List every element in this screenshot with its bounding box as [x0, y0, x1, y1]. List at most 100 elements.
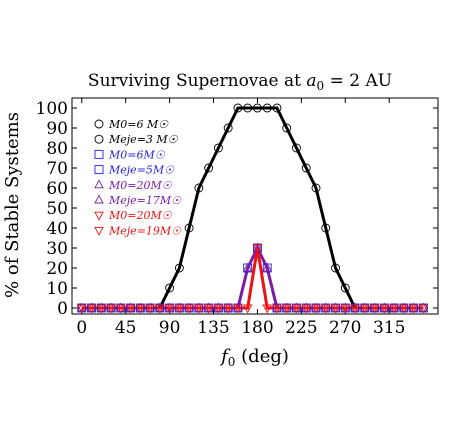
data-point [379, 304, 390, 314]
y-tick-label: 100 [36, 99, 68, 119]
data-point [379, 302, 390, 312]
data-point [106, 302, 116, 312]
data-point [301, 304, 311, 314]
data-point [418, 302, 429, 312]
y-tick-label: 90 [46, 119, 68, 139]
y-tick-label: 60 [46, 179, 68, 199]
legend-entry: Meje=17M☉ [108, 194, 182, 207]
data-point [203, 302, 214, 312]
data-point [272, 103, 282, 113]
title-var: a [306, 71, 316, 91]
data-point [213, 302, 224, 312]
data-point [399, 302, 409, 312]
data-point [155, 302, 165, 312]
data-point [223, 302, 233, 312]
data-point [116, 304, 126, 314]
x-tick-label: 45 [115, 318, 137, 338]
data-point [174, 263, 184, 273]
x-tick-label: 225 [285, 318, 317, 338]
data-point [174, 304, 185, 314]
x-tick-label: 0 [76, 318, 87, 338]
y-tick-label: 10 [46, 279, 68, 299]
data-point [184, 302, 194, 312]
data-point [369, 304, 380, 314]
data-point [135, 304, 146, 314]
legend-entry: M0=6 M☉ [108, 118, 169, 131]
data-point [408, 304, 419, 314]
y-tick-label: 0 [57, 299, 68, 319]
data-point [194, 304, 204, 314]
data-point [184, 223, 194, 233]
data-point [233, 302, 243, 312]
data-point [262, 103, 272, 113]
data-point [77, 304, 87, 314]
data-point [233, 103, 243, 113]
data-point [311, 183, 321, 193]
data-point [94, 179, 104, 189]
data-point [262, 262, 272, 272]
legend: M0=6 M☉ Meje=3 M☉ M0=6M☉ Meje=5M☉ M0=20M☉ Mej… [94, 118, 182, 237]
legend-entry: M0=20M☉ [108, 209, 173, 222]
data-point [272, 304, 282, 314]
data-point [213, 304, 224, 314]
title-suffix: = 2 AU [324, 71, 392, 91]
data-point [360, 302, 370, 312]
data-point [94, 211, 104, 221]
data-point [155, 304, 165, 314]
xlabel-sub: 0 [228, 355, 236, 369]
data-point [350, 302, 360, 312]
data-point [174, 302, 185, 312]
data-point [301, 163, 311, 173]
axis-ticks: 0 45 90 135 180 225 270 31501020304050607080901… [36, 98, 438, 338]
data-point [321, 223, 331, 233]
data-point [116, 302, 126, 312]
y-axis-label: % of Stable Systems [2, 112, 23, 298]
y-tick-label: 50 [46, 199, 68, 219]
x-tick-label: 90 [159, 318, 181, 338]
data-point [321, 304, 331, 314]
legend-entry: Meje=19M☉ [108, 224, 182, 237]
data-point [213, 143, 223, 153]
data-point [94, 194, 104, 204]
chart-title: Surviving Supernovae at a0 = 2 AU [88, 71, 392, 93]
data-point [311, 302, 321, 312]
data-point [340, 283, 350, 293]
data-point [252, 242, 263, 252]
x-tick-label: 180 [241, 318, 273, 338]
y-tick-label: 30 [46, 239, 68, 259]
data-point [164, 304, 175, 314]
y-tick-label: 40 [46, 219, 68, 239]
data-point [282, 123, 292, 133]
x-tick-label: 270 [329, 318, 361, 338]
data-point [165, 283, 175, 293]
data-point [243, 103, 253, 113]
data-point [86, 304, 97, 314]
legend-entry: M0=20M☉ [108, 179, 173, 192]
data-point [360, 304, 370, 314]
data-point [125, 302, 136, 312]
data-point [94, 134, 104, 144]
data-point [106, 304, 116, 314]
y-tick-label: 70 [46, 159, 68, 179]
data-point [418, 304, 429, 314]
data-point [145, 302, 155, 312]
data-point [330, 302, 341, 312]
legend-entry: M0=6M☉ [108, 148, 166, 161]
data-point [301, 302, 311, 312]
data-point [262, 304, 272, 314]
data-point [145, 304, 155, 314]
data-point [389, 304, 399, 314]
data-point [77, 302, 87, 312]
data-point [94, 226, 104, 236]
data-point [292, 143, 301, 153]
title-prefix: Surviving Supernovae at [88, 71, 306, 91]
plot-frame [71, 97, 439, 315]
data-point [311, 304, 321, 314]
data-point [350, 304, 360, 314]
data-point [408, 302, 419, 312]
data-point [242, 304, 253, 314]
data-point [223, 304, 233, 314]
data-point [242, 262, 253, 272]
data-point [194, 302, 204, 312]
